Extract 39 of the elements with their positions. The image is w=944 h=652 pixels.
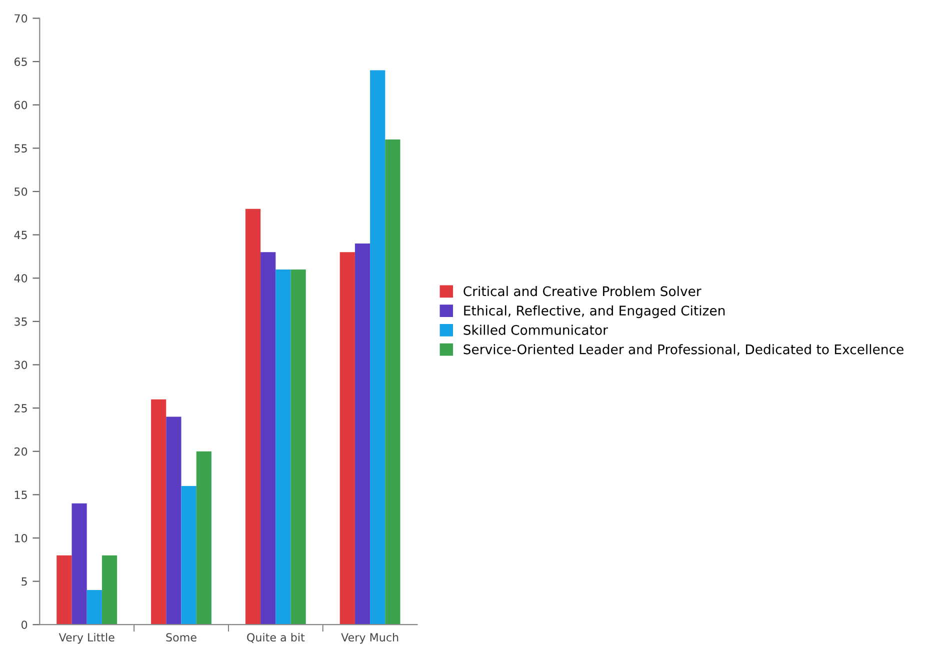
bar [340, 252, 355, 625]
bar [276, 269, 291, 625]
bar [260, 252, 276, 625]
x-tick-label: Very Much [341, 632, 398, 644]
bar [56, 555, 72, 625]
bar [72, 503, 87, 625]
bar [166, 416, 182, 625]
x-tick-label: Quite a bit [247, 632, 305, 643]
bar [181, 486, 196, 625]
x-tick-label: Some [166, 633, 196, 642]
y-tick-label: 60 [14, 100, 28, 110]
y-tick-label: 40 [14, 274, 28, 283]
bar [102, 555, 118, 625]
bar [245, 208, 261, 625]
y-tick-label: 25 [14, 404, 27, 412]
bar [290, 269, 306, 625]
y-tick-label: 65 [14, 58, 27, 66]
y-tick-label: 5 [22, 577, 27, 586]
y-tick-label: 0 [22, 620, 28, 629]
bar [354, 243, 370, 625]
y-tick-label: 50 [14, 187, 28, 196]
legend-label: Critical and Creative Problem Solver [464, 286, 702, 296]
y-tick-label: 20 [14, 447, 28, 456]
y-tick-label: 55 [14, 144, 27, 153]
bar [385, 140, 400, 625]
legend-label: Service-Oriented Leader and Professional, Dedicated to Excellence [464, 344, 904, 356]
bar [151, 399, 166, 625]
bar [86, 590, 102, 625]
y-tick-label: 70 [14, 14, 28, 23]
bar [196, 451, 212, 625]
bar [370, 70, 386, 625]
y-tick-label: 30 [14, 360, 28, 370]
y-tick-label: 35 [14, 317, 27, 326]
legend-label: Skilled Communicator [464, 324, 608, 335]
y-tick-label: 10 [14, 534, 28, 542]
legend-label: Ethical, Reflective, and Engaged Citizen [464, 305, 725, 318]
y-tick-label: 15 [14, 490, 27, 500]
x-tick-label: Very Little [58, 632, 114, 644]
y-tick-label: 45 [14, 230, 27, 240]
